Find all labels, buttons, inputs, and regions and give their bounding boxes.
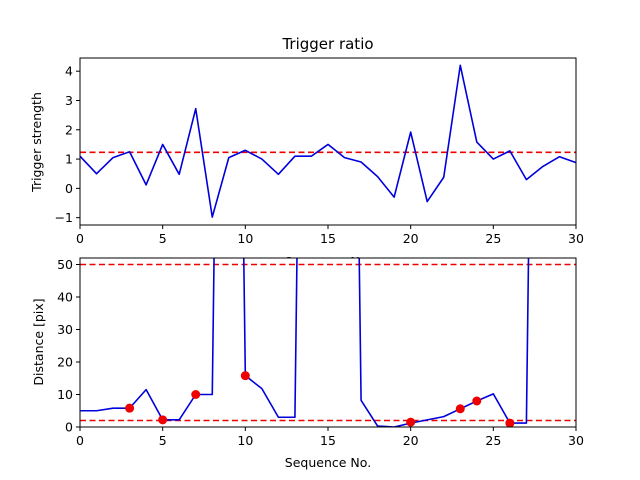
- x-tick-label: 15: [320, 433, 336, 448]
- y-tick-label: 1: [65, 152, 73, 167]
- x-tick-label: 15: [320, 231, 336, 246]
- x-tick-label: 20: [403, 231, 419, 246]
- data-point: [191, 390, 201, 399]
- x-tick-label: 5: [159, 433, 167, 448]
- y-tick-label: 30: [57, 322, 73, 337]
- data-point: [158, 415, 168, 425]
- y-tick-label: 3: [65, 93, 73, 108]
- y-ticks: 0 10 20 30 40 50: [57, 257, 80, 435]
- series-group: [80, 64, 576, 218]
- y-tick-label: 0: [65, 181, 73, 196]
- chart-title: Trigger ratio: [281, 35, 373, 53]
- y-tick-label: 2: [65, 122, 73, 137]
- y-tick-label: 0: [65, 420, 73, 435]
- x-tick-label: 5: [159, 231, 167, 246]
- y-tick-label: 40: [57, 290, 73, 305]
- x-tick-label: 10: [237, 433, 253, 448]
- y-tick-label: −1: [55, 210, 73, 225]
- series-line: [80, 64, 576, 218]
- x-ticks: 0 5 10 15 20 25 30: [76, 225, 584, 246]
- y-ticks: −1 0 1 2 3 4: [55, 64, 80, 225]
- y-tick-label: 10: [57, 387, 73, 402]
- plot-background: [80, 258, 576, 427]
- data-point: [240, 371, 250, 381]
- x-ticks: 0 5 10 15 20 25 30: [76, 427, 584, 448]
- y-tick-label: 4: [65, 64, 73, 79]
- x-tick-label: 0: [76, 231, 84, 246]
- threshold-lines: [80, 263, 576, 422]
- marker-points: [125, 371, 515, 427]
- x-axis-label: Sequence No.: [285, 455, 371, 470]
- x-tick-label: 25: [485, 433, 501, 448]
- data-point: [505, 418, 515, 427]
- data-point: [125, 403, 135, 413]
- plot-frame: [79, 57, 577, 226]
- data-point: [472, 396, 482, 406]
- y-axis-label: Trigger strength: [29, 92, 44, 193]
- y-tick-label: 50: [57, 257, 73, 272]
- data-point: [406, 417, 416, 427]
- x-tick-label: 0: [76, 433, 84, 448]
- trigger-ratio-plot: Trigger ratio Trigger strength 0 5 10 15 20 2…: [29, 35, 584, 246]
- y-axis-label: Distance [pix]: [31, 298, 46, 385]
- y-tick-label: 20: [57, 355, 73, 370]
- plot-frame: [79, 257, 577, 428]
- data-point: [455, 404, 465, 414]
- series-line: [80, 258, 530, 427]
- x-tick-label: 10: [237, 231, 253, 246]
- series-group: [80, 258, 530, 427]
- x-tick-label: 30: [568, 433, 584, 448]
- x-tick-label: 30: [568, 231, 584, 246]
- distance-plot: Distance [pix] Sequence No. 0 5 10 15 20 25 30…: [31, 257, 584, 470]
- x-tick-label: 25: [485, 231, 501, 246]
- x-tick-label: 20: [403, 433, 419, 448]
